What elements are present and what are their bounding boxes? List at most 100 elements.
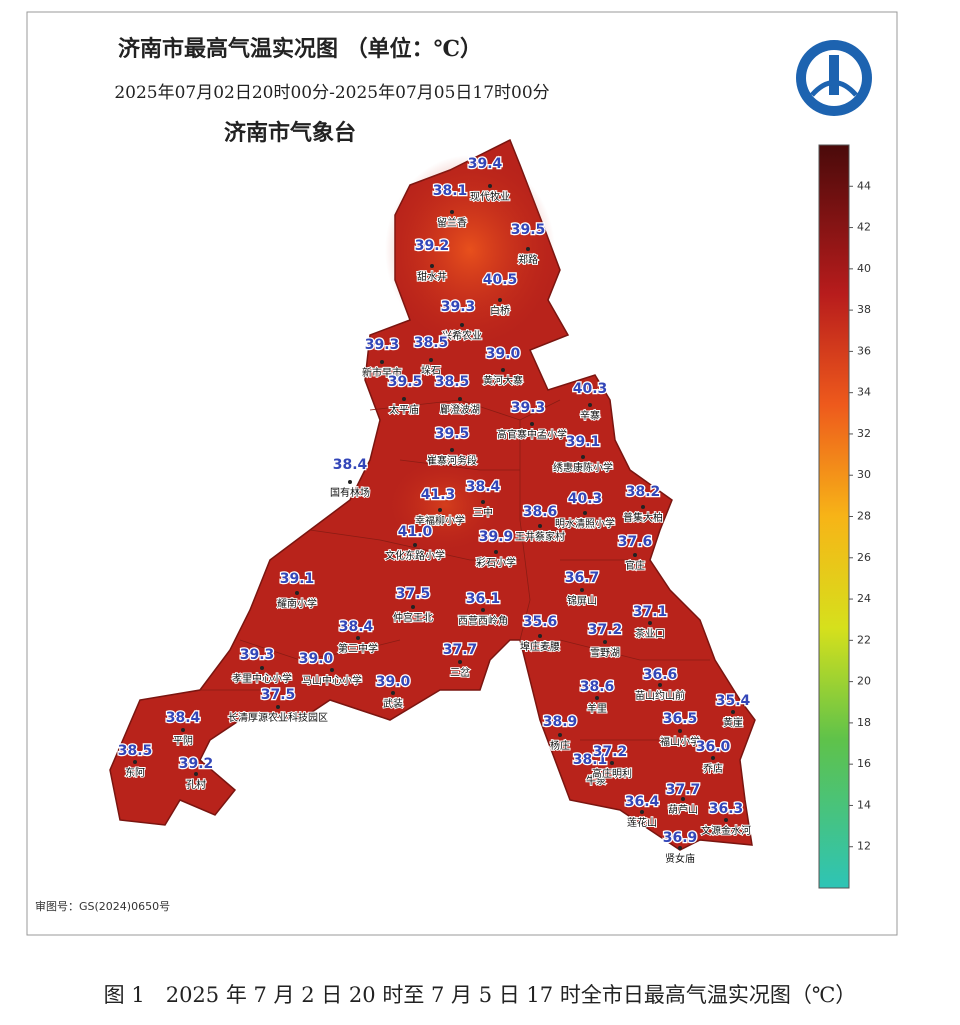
station-value: 39.0	[376, 674, 411, 690]
station-dot	[494, 550, 498, 554]
station-value: 40.5	[483, 272, 518, 288]
station-dot	[348, 480, 352, 484]
caption: 图 1 2025 年 7 月 2 日 20 时至 7 月 5 日 17 时全市日…	[104, 983, 857, 1007]
station-name: 牛泉	[586, 774, 606, 787]
station-dot	[413, 543, 417, 547]
station-name: 甜水井	[417, 270, 447, 283]
station-name: 黄崖	[723, 716, 743, 729]
station-name: 太平庙	[389, 403, 419, 416]
station-value: 37.1	[633, 604, 668, 620]
colorbar-tick-label: 24	[857, 592, 871, 605]
station-name: 贤女庙	[665, 852, 695, 865]
station-value: 39.5	[511, 222, 546, 238]
station-dot	[731, 710, 735, 714]
station-dot	[610, 761, 614, 765]
station-value: 38.2	[626, 484, 661, 500]
period: 2025年07月02日20时00分-2025年07月05日17时00分	[114, 83, 549, 103]
station-value: 37.2	[588, 622, 623, 638]
station-name: 耀南小学	[277, 597, 317, 610]
station-dot	[558, 733, 562, 737]
station-dot	[581, 455, 585, 459]
station-name: 马山中心小学	[302, 674, 362, 687]
station-value: 38.4	[466, 479, 501, 495]
station-dot	[356, 636, 360, 640]
station-value: 38.6	[523, 504, 558, 520]
colorbar-tick-label: 16	[857, 757, 871, 770]
colorbar-tick-label: 12	[857, 840, 871, 853]
station-name: 郿澄波湖	[440, 403, 480, 416]
station-value: 36.0	[696, 739, 731, 755]
station-dot	[681, 797, 685, 801]
colorbar-tick-label: 40	[857, 262, 871, 275]
station-name: 茶业口	[635, 627, 665, 640]
station-value: 39.0	[486, 346, 521, 362]
station-name: 留兰香	[437, 216, 467, 229]
review-number: 审图号：GS(2024)0650号	[35, 899, 170, 913]
station-name: 三中	[473, 506, 493, 519]
colorbar-tick-label: 20	[857, 675, 871, 688]
station-dot	[603, 640, 607, 644]
station-value: 38.4	[339, 619, 374, 635]
station-name: 西营西岭角	[458, 614, 508, 627]
station-dot	[488, 184, 492, 188]
station-dot	[481, 608, 485, 612]
station-dot	[380, 360, 384, 364]
station-name: 第三中学	[338, 642, 378, 655]
station-dot	[594, 768, 598, 772]
station-dot	[429, 358, 433, 362]
station-value: 39.3	[511, 400, 546, 416]
station-name: 郑路	[518, 253, 538, 266]
station-value: 40.3	[573, 381, 608, 397]
colorbar-tick-label: 26	[857, 551, 871, 564]
station-value: 37.2	[593, 744, 628, 760]
station-value: 39.1	[566, 434, 601, 450]
station-name: 东阿	[125, 766, 145, 779]
station-dot	[658, 683, 662, 687]
station-dot	[460, 323, 464, 327]
station-dot	[588, 403, 592, 407]
station-dot	[450, 210, 454, 214]
station-name: 辛寨	[580, 409, 600, 422]
station-name: 现代牧业	[470, 190, 510, 203]
station-value: 39.4	[468, 156, 503, 172]
station-name: 绣惠康陈小学	[553, 461, 613, 474]
station-dot	[678, 846, 682, 850]
station-value: 36.1	[466, 591, 501, 607]
station-name: 王井蔡家村	[515, 530, 565, 543]
station-name: 葫芦山	[668, 804, 698, 816]
station-name: 兴希农业	[442, 329, 482, 342]
station-value: 40.3	[568, 491, 603, 507]
station-name: 白桥	[490, 304, 510, 317]
station-value: 36.5	[663, 711, 698, 727]
station-name: 孔村	[186, 778, 206, 791]
station-value: 36.3	[709, 801, 744, 817]
station-name: 崔寨河务段	[427, 454, 477, 467]
title: 济南市最高气温实况图 （单位：℃）	[118, 36, 482, 62]
agency: 济南市气象台	[224, 120, 356, 146]
station-value: 38.4	[333, 457, 368, 473]
station-name: 平阴	[173, 735, 193, 747]
station-dot	[450, 448, 454, 452]
station-dot	[276, 705, 280, 709]
station-dot	[411, 605, 415, 609]
station-value: 36.9	[663, 830, 698, 846]
station-name: 雪野湖	[590, 647, 620, 659]
station-name: 莲花山	[627, 816, 657, 829]
station-name: 三岔	[450, 667, 470, 679]
station-value: 37.5	[261, 687, 296, 703]
colorbar-tick-label: 18	[857, 716, 871, 729]
colorbar-tick-label: 44	[857, 179, 871, 192]
station-value: 35.6	[523, 614, 558, 630]
colorbar-tick-label: 34	[857, 386, 871, 399]
station-value: 39.9	[479, 529, 514, 545]
district-borders	[200, 399, 710, 741]
colorbar-tick-label: 38	[857, 303, 871, 316]
station-dot	[430, 264, 434, 268]
station-name: 羊里	[587, 702, 607, 715]
station-value: 39.5	[435, 426, 470, 442]
station-name: 杨庄	[550, 739, 570, 752]
station-dot	[724, 818, 728, 822]
station-value: 36.6	[643, 667, 678, 683]
station-dot	[133, 760, 137, 764]
